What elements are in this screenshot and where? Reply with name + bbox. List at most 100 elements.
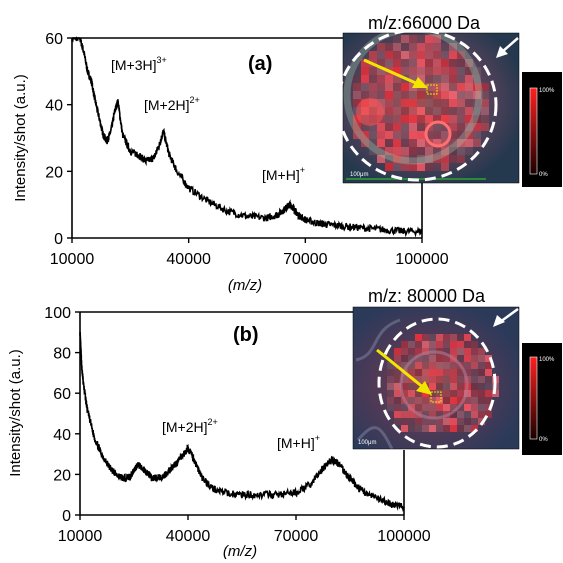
ms-image-pixel [401,362,408,369]
ms-image-pixel [361,139,369,147]
ms-image-pixel [425,155,433,163]
ms-image-pixel [429,362,436,369]
ms-image-pixel [473,115,481,123]
ms-image-pixel [385,59,393,67]
ms-image-pixel [449,67,457,75]
panel-a-white-arrow [496,37,519,58]
ms-image-pixel [465,107,473,115]
ms-image-pixel [409,75,417,83]
ms-image-pixel [394,411,401,418]
ms-image-pixel [457,51,465,59]
ms-image-pixel [433,91,441,99]
ms-image-pixel [450,411,457,418]
ms-image-pixel [425,83,433,91]
ms-image-pixel [457,411,464,418]
ms-image-pixel [394,383,401,390]
ms-image-pixel [436,362,443,369]
panel-b-yellow-arrow [376,348,432,395]
ms-image-pixel [450,341,457,348]
ms-image-pixel [478,383,485,390]
panel-b-x-axis-title: (m/z) [223,543,257,560]
ms-image-pixel [473,67,481,75]
ms-image-pixel [417,67,425,75]
ms-image-pixel [417,107,425,115]
panel-a-y-tick-label: 60 [45,31,63,48]
ms-image-pixel [422,341,429,348]
ms-image-pixel [485,390,492,397]
ms-image-pixel [473,131,481,139]
ms-image-pixel [401,35,409,43]
ms-image-pixel [409,163,417,171]
ms-image-pixel [441,51,449,59]
ms-image-pixel [409,43,417,51]
ms-image-pixel [425,115,433,123]
ms-image-pixel [353,83,361,91]
ms-image-pixel [485,383,492,390]
ms-image-pixel [369,91,377,99]
ms-image-pixel [425,107,433,115]
ms-image-pixel [473,107,481,115]
ms-image-pixel [443,334,450,341]
ms-image-pixel [478,376,485,383]
ms-image-pixel [478,411,485,418]
ms-image-pixel [436,425,443,432]
panel-a-y-tick-label: 40 [45,98,63,115]
ms-image-pixel [415,348,422,355]
ms-image-pixel [449,139,457,147]
ms-image-pixel [485,411,492,418]
ms-image-pixel [471,418,478,425]
ms-image-pixel [385,163,393,171]
ms-image-pixel [353,123,361,131]
ms-image-pixel [441,123,449,131]
ms-image-pixel [393,131,401,139]
ms-image-pixel [433,115,441,123]
ms-image-pixel [401,131,409,139]
ms-image-pixel [450,376,457,383]
ms-image-pixel [465,91,473,99]
panel-a-label: (a) [248,53,272,75]
ms-image-pixel [485,397,492,404]
ms-image-pixel [369,51,377,59]
ms-image-pixel [401,83,409,91]
panel-a-x-tick-label: 40000 [166,251,211,268]
ms-image-pixel [361,75,369,83]
ms-image-pixel [457,348,464,355]
panel-a-annotation-mh: [M+H]+ [262,165,305,183]
ms-image-pixel [443,383,450,390]
ms-image-pixel [422,425,429,432]
ms-image-pixel [433,35,441,43]
ms-image-pixel [408,369,415,376]
ms-image-pixel [401,163,409,171]
ms-image-pixel [465,131,473,139]
ms-image-pixel [377,131,385,139]
ms-image-pixel [449,123,457,131]
ms-image-pixel [457,75,465,83]
ms-image-pixel [415,425,422,432]
panel-b: 10000 40000 70000 100000 0 20 40 60 80 100 Intens… [7,286,562,560]
ms-image-pixel [429,390,436,397]
ms-image-pixel [401,43,409,51]
ms-image-pixel [478,418,485,425]
ms-image-pixel [450,390,457,397]
ms-image-pixel [449,83,457,91]
panel-a-scale-max: 100% [539,88,555,94]
panel-b-x-tick-label: 10000 [58,528,103,545]
ms-image-pixel [464,362,471,369]
panel-b-y-tick-label: 20 [53,467,71,484]
ms-image-pixel [415,404,422,411]
ms-image-pixel [457,397,464,404]
ms-image-pixel [425,43,433,51]
ms-image-pixel [401,425,408,432]
ms-image-pixel [433,43,441,51]
panel-b-spectrum-line [79,331,405,513]
ms-image-pixel [417,43,425,51]
ms-image-pixel [387,369,394,376]
ms-image-pixel [393,99,401,107]
ms-image-pixel [401,51,409,59]
ms-image-pixel [436,341,443,348]
panel-a-x-tick-label: 10000 [50,251,95,268]
panel-a-dashed-ring [336,28,498,182]
ms-image-pixel [478,397,485,404]
ms-image-pixel [443,390,450,397]
panel-b-y-axis-title: Intensity/shot (a.u.) [7,349,24,477]
